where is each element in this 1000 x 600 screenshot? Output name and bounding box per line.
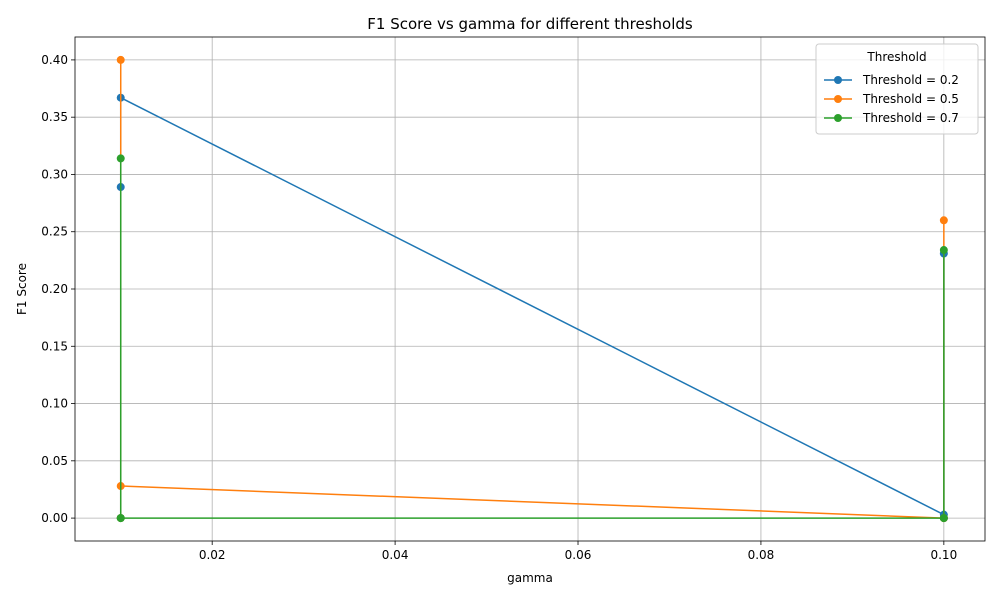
x-tick-label: 0.10 xyxy=(930,548,957,562)
chart-title: F1 Score vs gamma for different threshol… xyxy=(367,15,693,33)
series-layer xyxy=(116,55,948,523)
legend-marker xyxy=(834,76,842,84)
legend-title: Threshold xyxy=(866,50,926,64)
data-point xyxy=(116,514,125,523)
x-tick-label: 0.02 xyxy=(199,548,226,562)
legend-entry: Threshold = 0.7 xyxy=(824,111,959,125)
data-point xyxy=(116,154,125,163)
legend-entry: Threshold = 0.5 xyxy=(824,92,959,106)
data-point xyxy=(116,55,125,64)
series-3 xyxy=(116,154,948,523)
y-tick-label: 0.10 xyxy=(41,397,68,411)
data-point xyxy=(939,514,948,523)
y-axis-ticks: 0.00 0.05 0.10 0.15 0.20 0.25 0.30 0.35 0.40 xyxy=(41,53,75,525)
x-tick-label: 0.08 xyxy=(748,548,775,562)
y-tick-label: 0.05 xyxy=(41,454,68,468)
legend: Threshold Threshold = 0.2 Threshold = 0.5… xyxy=(815,43,979,135)
legend-box xyxy=(815,43,979,135)
y-axis-label: F1 Score xyxy=(15,263,29,315)
y-tick-label: 0.15 xyxy=(41,339,68,353)
legend-label: Threshold = 0.5 xyxy=(862,92,959,106)
legend-label: Threshold = 0.7 xyxy=(862,111,959,125)
legend-entries: Threshold = 0.2 Threshold = 0.5 Threshold … xyxy=(824,73,959,125)
y-tick-label: 0.25 xyxy=(41,225,68,239)
y-tick-label: 0.00 xyxy=(41,511,68,525)
y-tick-label: 0.20 xyxy=(41,282,68,296)
legend-label: Threshold = 0.2 xyxy=(862,73,959,87)
x-tick-label: 0.06 xyxy=(565,548,592,562)
data-point xyxy=(939,216,948,225)
legend-marker xyxy=(834,114,842,122)
legend-entry: Threshold = 0.2 xyxy=(824,73,959,87)
gridlines xyxy=(75,37,985,541)
y-tick-label: 0.40 xyxy=(41,53,68,67)
x-tick-label: 0.04 xyxy=(382,548,409,562)
legend-marker xyxy=(834,95,842,103)
x-axis-label: gamma xyxy=(507,571,553,585)
x-axis-ticks: 0.02 0.04 0.06 0.08 0.10 xyxy=(199,541,957,562)
data-point xyxy=(939,246,948,255)
y-tick-label: 0.35 xyxy=(41,110,68,124)
y-tick-label: 0.30 xyxy=(41,167,68,181)
